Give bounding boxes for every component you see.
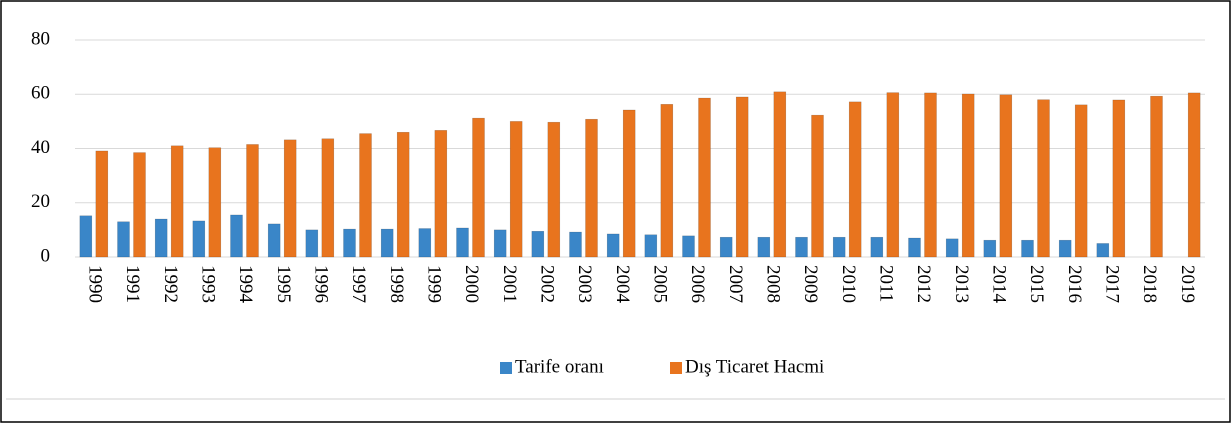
bar [1150,95,1163,258]
y-tick-label: 80 [31,28,50,49]
x-tick-label: 2015 [1026,265,1047,303]
bar [569,231,582,258]
bar [192,220,206,258]
bar [170,145,184,258]
bar [886,92,900,258]
bar [757,236,771,258]
x-tick-label: 2007 [725,265,746,303]
x-tick-label: 2009 [800,265,821,303]
x-tick-label: 2008 [762,265,783,303]
y-tick-label: 0 [41,245,51,266]
x-tick-label: 2010 [838,265,859,303]
bar [1187,92,1201,258]
x-tick-label: 1993 [197,265,218,303]
y-tick-label: 60 [31,83,50,104]
bar [660,104,674,258]
x-tick-label: 1999 [423,265,444,303]
x-tick-label: 1997 [348,265,369,303]
x-tick-label: 2019 [1177,265,1198,303]
bar [735,96,749,258]
bar [456,227,469,258]
bar [283,139,297,258]
bar [811,114,824,258]
bar [585,118,598,258]
bar [682,235,695,258]
bar [267,223,281,258]
y-tick-label: 20 [31,191,50,212]
bar [1037,99,1050,258]
bar [396,131,410,258]
x-tick-label: 2006 [687,265,708,303]
bar [999,94,1013,258]
bar [79,215,93,258]
legend-label: Dış Ticaret Hacmi [685,356,824,377]
x-tick-label: 2014 [988,265,1009,303]
bar [1096,243,1110,258]
bar [848,101,862,258]
x-tick-label: 2005 [649,265,670,303]
bar [1112,99,1126,258]
legend-marker [500,362,512,374]
bar [359,133,372,258]
bar [531,230,545,258]
x-tick-label: 2011 [875,265,896,302]
bar [472,117,485,258]
bar [133,152,146,258]
bar [154,218,168,258]
bar [870,236,884,258]
bar [698,97,711,258]
bar [95,150,109,258]
x-tick-label: 1990 [84,265,105,303]
x-tick-label: 2012 [913,265,934,303]
bar [1021,239,1034,258]
x-tick-label: 1998 [386,265,407,303]
x-tick-label: 1994 [235,265,256,304]
x-tick-label: 1991 [122,265,143,303]
bar [434,130,448,258]
bar [418,228,432,258]
bar [622,109,636,258]
bar [773,91,787,258]
bar [832,236,846,258]
legend-label: Tarife oranı [515,356,604,377]
x-tick-label: 1992 [160,265,181,303]
bar [305,229,319,258]
y-tick-label: 40 [31,137,50,158]
x-tick-label: 2004 [612,265,633,304]
bar [945,238,959,258]
x-tick-label: 2001 [499,265,520,303]
bar [719,236,733,258]
x-tick-label: 1995 [273,265,294,303]
bar [493,229,507,258]
bar [509,121,523,258]
x-tick-label: 1996 [310,265,331,303]
bar [246,144,259,258]
bar [983,239,997,258]
x-tick-label: 2000 [461,265,482,303]
x-tick-label: 2017 [1101,265,1122,303]
bar [380,228,394,258]
bar [644,234,658,258]
bar [1058,239,1072,258]
bar [343,228,356,258]
x-tick-label: 2002 [536,265,557,303]
legend-marker [670,362,682,374]
bar [208,147,222,258]
bar [908,237,921,258]
bar [547,121,561,258]
x-tick-label: 2003 [574,265,595,303]
bar [961,93,975,258]
bar [321,138,335,258]
bar [117,221,130,258]
bar [606,233,620,258]
x-tick-label: 2013 [951,265,972,303]
x-tick-label: 2018 [1139,265,1160,303]
x-tick-label: 2016 [1064,265,1085,303]
bar [924,92,937,258]
bar [795,236,808,258]
bar [230,214,243,258]
bar [1074,104,1088,258]
